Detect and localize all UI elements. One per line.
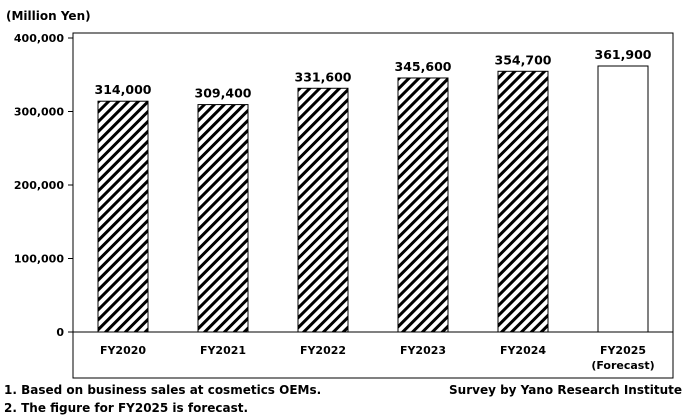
y-tick-label: 400,000 [14,32,64,45]
y-axis-label: (Million Yen) [6,9,91,23]
bar [497,70,549,333]
bar [597,65,649,333]
x-tick-label: FY2020 [100,344,146,357]
data-label: 331,600 [295,69,352,84]
source-note: Survey by Yano Research Institute [449,383,682,397]
bar [297,87,349,333]
y-tick-label: 100,000 [14,253,64,266]
y-tick-label: 300,000 [14,106,64,119]
plot-frame [72,32,674,379]
x-tick-label: FY2024 [500,344,546,357]
data-label: 354,700 [495,52,552,67]
footnote-1: 1. Based on business sales at cosmetics … [4,383,322,397]
x-tick-label: FY2022 [300,344,346,357]
data-label: 309,400 [195,86,252,101]
bar [197,104,249,333]
x-tick-sublabel: (Forecast) [591,359,654,372]
bar [397,77,449,333]
footnote-2: 2. The figure for FY2025 is forecast. [4,401,249,415]
y-tick-label: 200,000 [14,179,64,192]
x-tick-label: FY2023 [400,344,446,357]
data-label: 345,600 [395,59,452,74]
x-tick-label: FY2025 [600,344,646,357]
bar [97,100,149,333]
x-tick-label: FY2021 [200,344,246,357]
data-label: 314,000 [95,82,152,97]
y-tick-label: 0 [56,326,64,339]
data-label: 361,900 [595,47,652,62]
